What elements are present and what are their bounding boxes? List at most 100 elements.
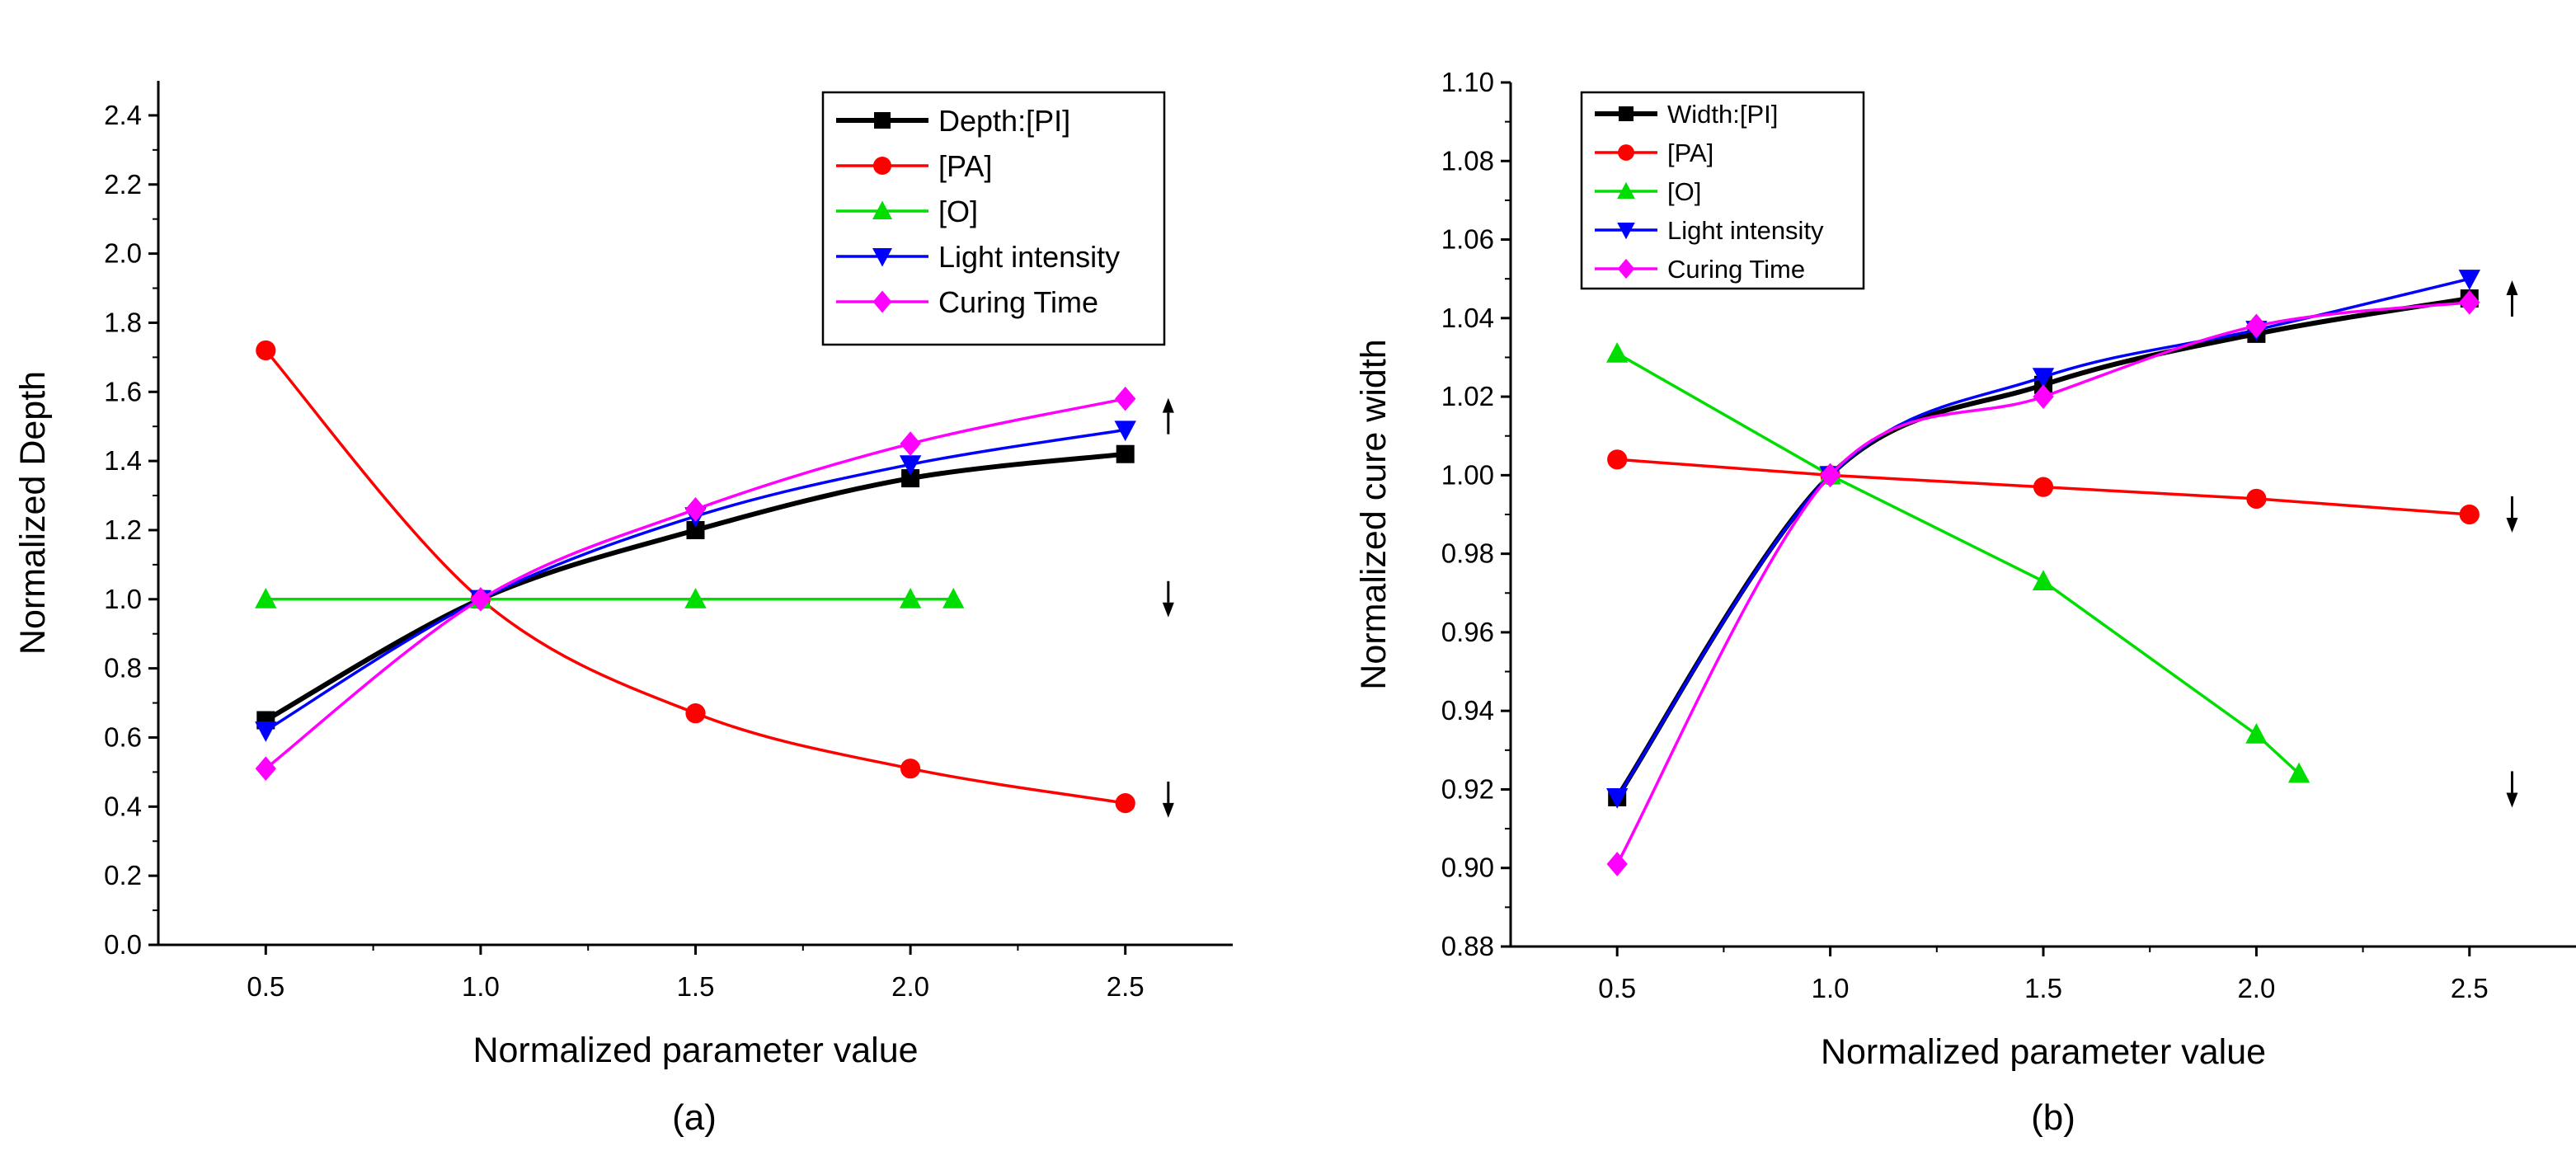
series-3 [255, 420, 1136, 742]
legend: Width:[PI] [PA] [O] Light intensity Curing T… [1580, 91, 1865, 290]
series-4 [1606, 289, 2480, 876]
legend-label: [PA] [1667, 139, 1713, 167]
legend-label: Depth:[PI] [938, 104, 1070, 138]
arrow-head [2506, 792, 2518, 808]
data-point [899, 588, 922, 608]
legend-label: [O] [938, 195, 978, 228]
y-tick-label: 2.4 [104, 100, 142, 130]
y-tick-label: 1.10 [1441, 67, 1494, 97]
legend-marker [1619, 106, 1634, 121]
data-point [2033, 477, 2054, 497]
data-point [2246, 488, 2267, 510]
x-tick-label: 1.5 [2024, 973, 2062, 1003]
series-0 [1608, 289, 2479, 806]
series-2 [255, 588, 965, 608]
y-tick-label: 0.94 [1441, 695, 1494, 726]
legend-label: [PA] [938, 149, 992, 183]
data-point [2032, 368, 2055, 389]
trend-arrow [2506, 496, 2518, 533]
data-point [1115, 386, 1136, 411]
series-line [264, 349, 1126, 805]
legend-marker [873, 157, 891, 175]
y-tick-label: 0.90 [1441, 853, 1494, 883]
y-tick-label: 1.8 [104, 307, 142, 337]
y-tick-label: 1.06 [1441, 224, 1494, 255]
x-tick-label: 1.0 [1812, 973, 1850, 1003]
series-line [1615, 301, 2470, 865]
legend-marker [872, 200, 892, 219]
legend-label: Light intensity [938, 240, 1120, 274]
data-point [2245, 723, 2268, 744]
data-point [255, 721, 277, 742]
series-line [264, 451, 1126, 723]
trend-arrow [1162, 580, 1174, 618]
y-tick-label: 0.2 [104, 860, 142, 890]
trend-arrow [1162, 397, 1174, 435]
y-tick-label: 2.0 [104, 238, 142, 269]
data-point [901, 469, 920, 488]
legend: Depth:[PI] [PA] [O] Light intensity Curing T… [821, 91, 1166, 346]
y-tick-label: 1.08 [1441, 145, 1494, 176]
y-tick-label: 1.02 [1441, 381, 1494, 411]
y-tick-label: 1.6 [104, 376, 142, 406]
data-point [1606, 852, 1628, 876]
y-tick-label: 0.8 [104, 653, 142, 683]
series-line [265, 428, 1126, 732]
data-point [1606, 341, 1629, 363]
series-3 [1606, 270, 2480, 809]
series-1 [1607, 449, 2480, 525]
x-axis-label: Normalized parameter value [472, 1031, 918, 1070]
arrow-head [1162, 397, 1174, 413]
data-point [942, 588, 965, 608]
legend-marker [874, 112, 891, 129]
data-point [1819, 463, 1841, 488]
data-point [2459, 504, 2480, 525]
legend-marker [1617, 258, 1635, 280]
arrow-head [1162, 802, 1174, 818]
legend-label: [O] [1667, 177, 1701, 206]
arrow-head [1162, 602, 1174, 618]
data-point [2287, 762, 2310, 783]
data-point [684, 496, 707, 522]
legend-marker [872, 248, 892, 267]
data-point [255, 588, 277, 608]
arrow-head [2506, 518, 2518, 533]
x-tick-label: 1.5 [677, 971, 715, 1002]
data-point [1606, 787, 1629, 809]
y-tick-label: 0.88 [1441, 931, 1494, 961]
data-point [1114, 420, 1136, 442]
data-point [256, 340, 276, 361]
legend-marker [872, 290, 892, 313]
legend-label: Curing Time [938, 285, 1098, 319]
x-tick-label: 2.5 [1107, 971, 1145, 1002]
series-4 [255, 386, 1136, 782]
legend-marker [1617, 223, 1635, 240]
x-tick-label: 0.5 [1598, 973, 1636, 1003]
y-axis-label: Normalized cure width [1354, 339, 1394, 689]
y-tick-label: 2.2 [104, 169, 142, 200]
data-point [685, 703, 706, 724]
data-point [2245, 313, 2268, 339]
data-point [1607, 449, 1628, 470]
data-point [2458, 270, 2480, 290]
legend-marker [1618, 144, 1634, 161]
y-tick-label: 1.2 [104, 514, 142, 545]
y-tick-label: 1.0 [104, 584, 142, 614]
data-point [686, 520, 705, 539]
data-point [900, 759, 921, 779]
y-tick-label: 1.4 [104, 445, 142, 476]
chart-panel-b: 0.88 0.90 0.92 0.94 0.96 0.98 1.00 1.02 1.04 1.06… [1354, 67, 2576, 1072]
y-tick-label: 0.96 [1441, 617, 1494, 647]
data-point [2459, 289, 2480, 315]
series-0 [256, 444, 1135, 730]
y-tick-label: 0.6 [104, 721, 142, 752]
data-point [255, 756, 276, 782]
legend-label: Width:[PI] [1667, 100, 1778, 129]
panel-label-b: (b) [2031, 1097, 2075, 1138]
series-line [1615, 277, 2470, 798]
panel-label-a: (a) [672, 1097, 717, 1138]
trend-arrow [2506, 771, 2518, 808]
trend-arrow [2506, 280, 2518, 317]
y-tick-label: 0.0 [104, 929, 142, 960]
